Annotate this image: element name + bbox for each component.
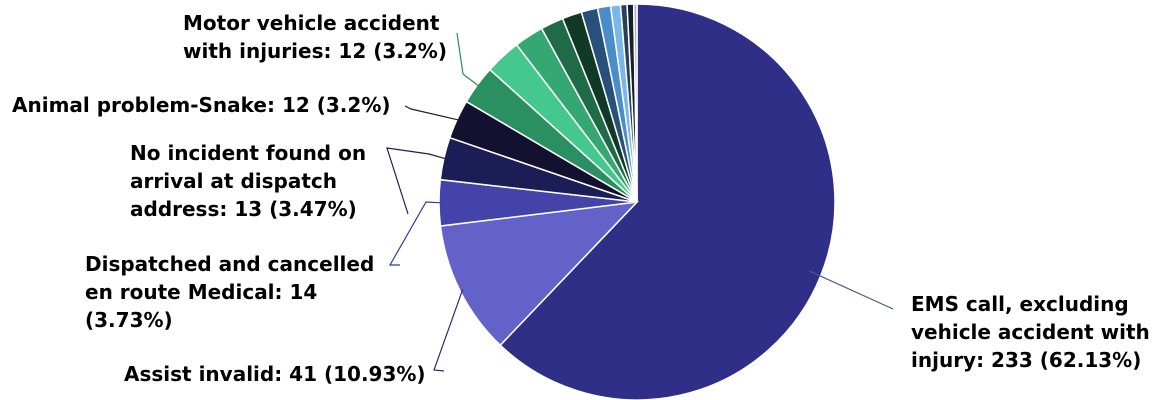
slice-data-label: Animal problem-Snake: 12 (3.2%) [12, 93, 391, 117]
slice-data-label-line: injury: 233 (62.13%) [911, 348, 1141, 372]
slice-data-label-line: No incident found on [130, 141, 366, 165]
slice-data-label-line: (3.73%) [85, 308, 173, 332]
pie-slice [439, 201, 639, 347]
leader-line [456, 32, 480, 87]
leader-line [388, 201, 442, 266]
slice-data-label-line: Motor vehicle accident [183, 11, 440, 35]
slice-data-label-line: Dispatched and cancelled [85, 252, 374, 276]
slice-data-label-line: vehicle accident with [911, 320, 1150, 344]
slice-data-label-line: Animal problem-Snake: 12 (3.2%) [12, 93, 391, 117]
slice-data-label: EMS call, excluding vehicle accident with… [911, 292, 1150, 372]
slice-data-label: Assist invalid: 41 (10.93%) [124, 362, 426, 386]
slice-data-label-line: Assist invalid: 41 (10.93%) [124, 362, 426, 386]
slice-data-label-line: en route Medical: 14 [85, 280, 317, 304]
leader-line [433, 289, 464, 372]
leader-line [404, 105, 460, 121]
slice-data-label-line: arrival at dispatch [130, 169, 337, 193]
slice-data-label: No incident found on arrival at dispatch a… [130, 141, 366, 221]
leader-line [809, 270, 894, 310]
leader-line [386, 147, 446, 215]
pie-slice [632, 3, 638, 203]
slice-data-label-line: EMS call, excluding [911, 292, 1129, 316]
slice-data-label: Motor vehicle accident with injuries: 12 … [183, 11, 447, 63]
slice-data-label-line: with injuries: 12 (3.2%) [183, 39, 447, 63]
slice-data-label: Dispatched and cancelled en route Medical… [85, 252, 374, 332]
slice-data-label-line: address: 13 (3.47%) [130, 197, 357, 221]
